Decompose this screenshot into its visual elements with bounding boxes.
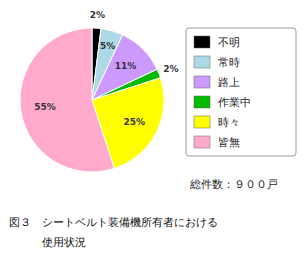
title: 図３ シートベルト装備機所有者における	[9, 216, 218, 229]
legend-swatch	[194, 116, 210, 128]
data-label: 11%	[115, 61, 137, 71]
legend-swatch	[194, 76, 210, 88]
legend-swatch	[194, 36, 210, 48]
data-label: 2%	[90, 10, 105, 20]
chart-container: 2% 5%11% 2% 25% 55% 不明常時路上作業中時々皆無総件数：９００戸図３ シ…	[0, 0, 302, 265]
data-label: 25%	[124, 117, 146, 127]
chart: 2% 5%11% 2% 25% 55% 不明常時路上作業中時々皆無総件数：９００戸図３ シ…	[0, 0, 302, 265]
subtitle: 使用状況	[9, 236, 86, 249]
legend: 不明常時路上作業中時々皆無	[186, 28, 296, 156]
legend-label: 時々	[218, 116, 240, 129]
legend-label: 皆無	[218, 136, 240, 149]
legend-label: 常時	[218, 56, 240, 69]
slice-labels: 2% 5%11% 2% 25% 55%	[34, 10, 178, 126]
slices	[20, 28, 164, 172]
data-label: 5%	[100, 41, 115, 51]
data-label: 2%	[163, 64, 178, 74]
legend-swatch	[194, 96, 210, 108]
legend-box	[186, 28, 296, 156]
annotation: 総件数：９００戸	[189, 178, 278, 191]
legend-label: 路上	[218, 76, 240, 89]
legend-swatch	[194, 56, 210, 68]
data-label: 55%	[34, 102, 56, 112]
legend-swatch	[194, 136, 210, 148]
legend-label: 作業中	[217, 96, 251, 109]
legend-label: 不明	[218, 36, 240, 49]
